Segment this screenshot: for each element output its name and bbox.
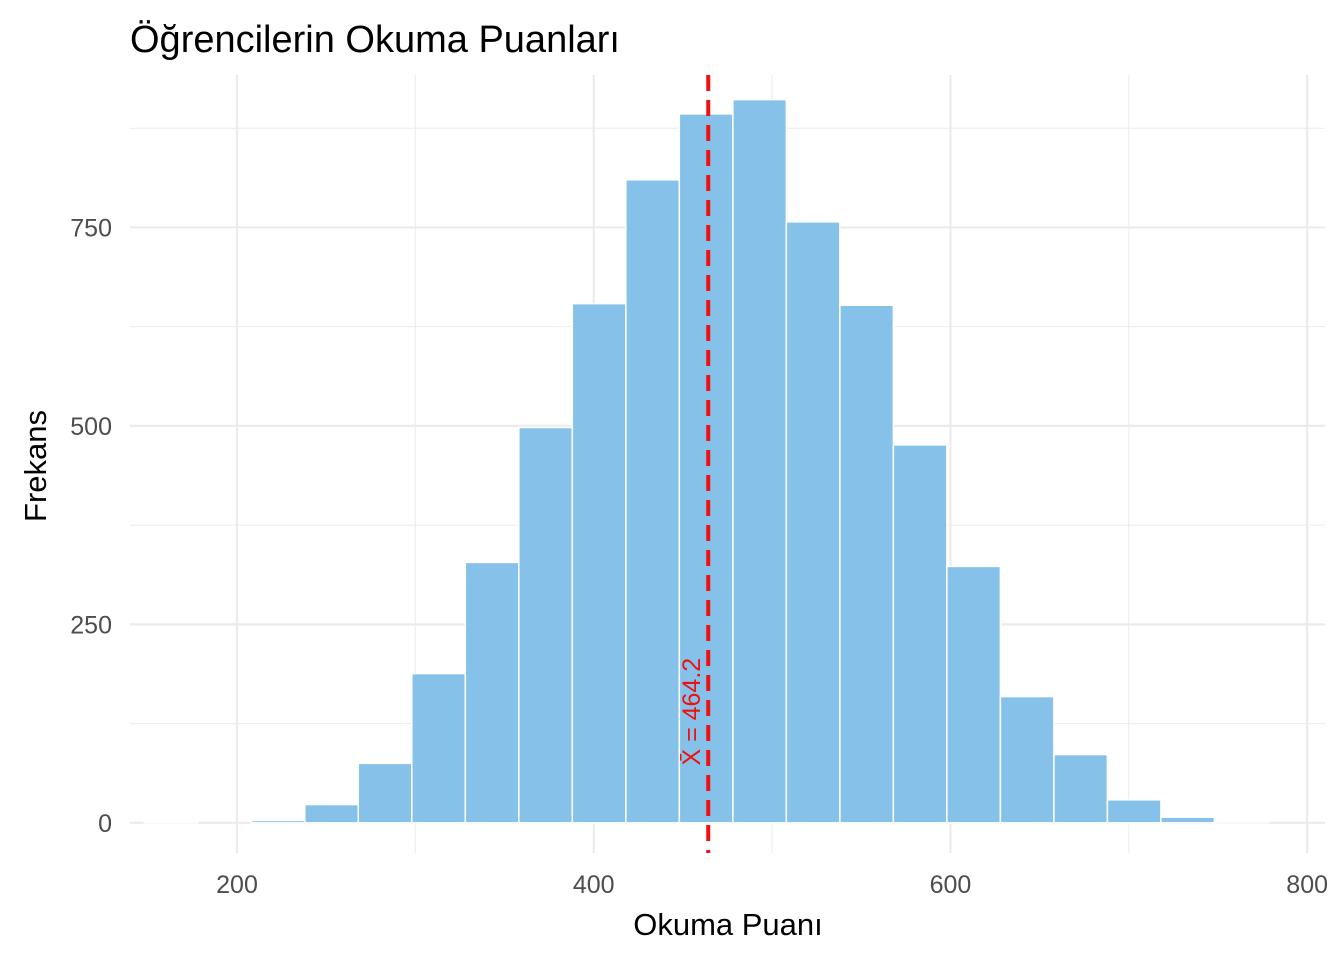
histogram-bar xyxy=(1213,820,1269,824)
histogram-bar xyxy=(785,221,841,824)
histogram-bar xyxy=(678,113,734,824)
histogram-bar xyxy=(411,672,467,824)
histogram-bar xyxy=(999,695,1055,824)
histogram-bar xyxy=(304,803,360,824)
y-tick-label: 750 xyxy=(70,214,112,242)
y-tick-label: 250 xyxy=(70,611,112,639)
x-tick-label: 600 xyxy=(930,871,972,899)
histogram-bar xyxy=(1053,753,1109,824)
bar-layer xyxy=(143,98,1269,824)
histogram-bar xyxy=(143,821,199,824)
mean-label: X̄ = 464.2 xyxy=(678,658,706,766)
histogram-bar xyxy=(732,98,788,824)
x-tick-label: 200 xyxy=(216,871,258,899)
x-tick-label: 400 xyxy=(573,871,615,899)
x-tick-label: 800 xyxy=(1286,871,1328,899)
chart-title: Öğrencilerin Okuma Puanları xyxy=(130,19,620,61)
y-axis-label: Frekans xyxy=(18,410,53,522)
histogram-bar xyxy=(571,302,627,824)
mean-layer: X̄ = 464.2 xyxy=(678,75,711,853)
histogram-bar xyxy=(1160,816,1216,824)
y-tick-label: 0 xyxy=(98,810,112,838)
histogram-bar xyxy=(250,819,306,824)
histogram-bar xyxy=(357,762,413,824)
y-tick-label: 500 xyxy=(70,413,112,441)
histogram-bar xyxy=(625,179,681,824)
histogram-bar xyxy=(464,561,520,824)
histogram-bar xyxy=(892,444,948,824)
x-axis-label: Okuma Puanı xyxy=(633,907,823,942)
axis-layer: 200 400 600 800 0 250 500 750 xyxy=(70,214,1328,899)
histogram-bar xyxy=(1106,799,1162,824)
histogram-bar xyxy=(839,304,895,824)
histogram-bar xyxy=(946,565,1002,824)
histogram-bar xyxy=(518,426,574,824)
